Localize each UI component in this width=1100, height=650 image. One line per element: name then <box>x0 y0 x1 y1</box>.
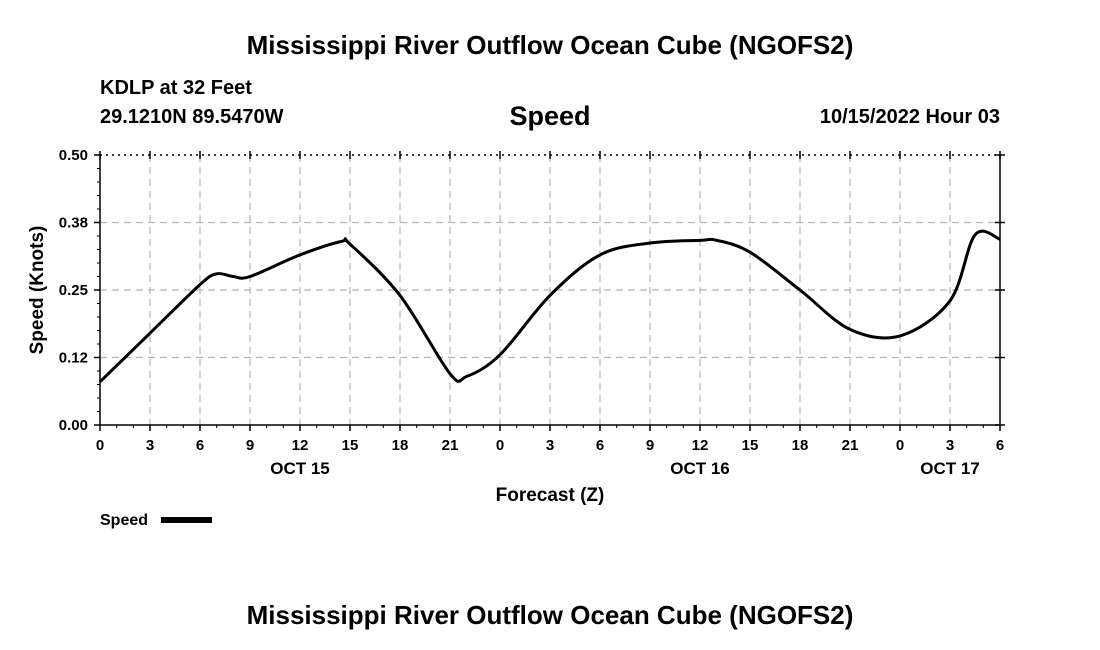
x-tick-label: 12 <box>292 437 309 454</box>
x-tick-label: 3 <box>546 437 554 454</box>
y-tick-label: 0.00 <box>59 417 88 434</box>
x-tick-label: 9 <box>246 437 254 454</box>
x-tick-label: 18 <box>792 437 809 454</box>
y-axis-label: Speed (Knots) <box>27 226 48 355</box>
date-label: OCT 16 <box>670 459 730 478</box>
x-tick-label: 3 <box>146 437 154 454</box>
y-tick-label: 0.50 <box>59 147 88 164</box>
y-tick-label: 0.25 <box>59 282 88 299</box>
y-tick-label: 0.38 <box>59 215 88 232</box>
x-tick-label: 6 <box>196 437 204 454</box>
x-tick-label: 12 <box>692 437 709 454</box>
x-tick-label: 15 <box>342 437 359 454</box>
x-tick-label: 18 <box>392 437 409 454</box>
series-layer <box>98 229 1001 383</box>
x-tick-label: 0 <box>496 437 504 454</box>
series-line-speed <box>98 229 1001 383</box>
station-label: KDLP at 32 Feet <box>100 77 252 99</box>
x-tick-label: 15 <box>742 437 759 454</box>
chart-title: Mississippi River Outflow Ocean Cube (NG… <box>246 30 854 60</box>
footer-title: Mississippi River Outflow Ocean Cube (NG… <box>246 600 854 630</box>
x-tick-label: 21 <box>842 437 859 454</box>
x-axis-label: Forecast (Z) <box>496 485 605 506</box>
x-tick-label: 6 <box>596 437 604 454</box>
chart-subtitle: Speed <box>509 101 591 131</box>
x-tick-label: 9 <box>646 437 654 454</box>
x-tick-label: 0 <box>96 437 104 454</box>
coordinates-label: 29.1210N 89.5470W <box>100 106 284 128</box>
x-tick-label: 21 <box>442 437 459 454</box>
x-tick-label: 0 <box>896 437 904 454</box>
x-tick-label: 3 <box>946 437 954 454</box>
grid <box>100 154 1000 425</box>
x-tick-label: 6 <box>996 437 1004 454</box>
legend-label: Speed <box>100 512 148 529</box>
y-tick-label: 0.12 <box>59 350 88 367</box>
timestamp-label: 10/15/2022 Hour 03 <box>819 106 1000 128</box>
labels: 0 3 6 9 12 15 18 21 0 3 6 9 12 15 18 21 0 3 6 0.00 0.12 0.25 0… <box>27 147 1004 529</box>
date-label: OCT 17 <box>920 459 980 478</box>
date-label: OCT 15 <box>270 459 330 478</box>
